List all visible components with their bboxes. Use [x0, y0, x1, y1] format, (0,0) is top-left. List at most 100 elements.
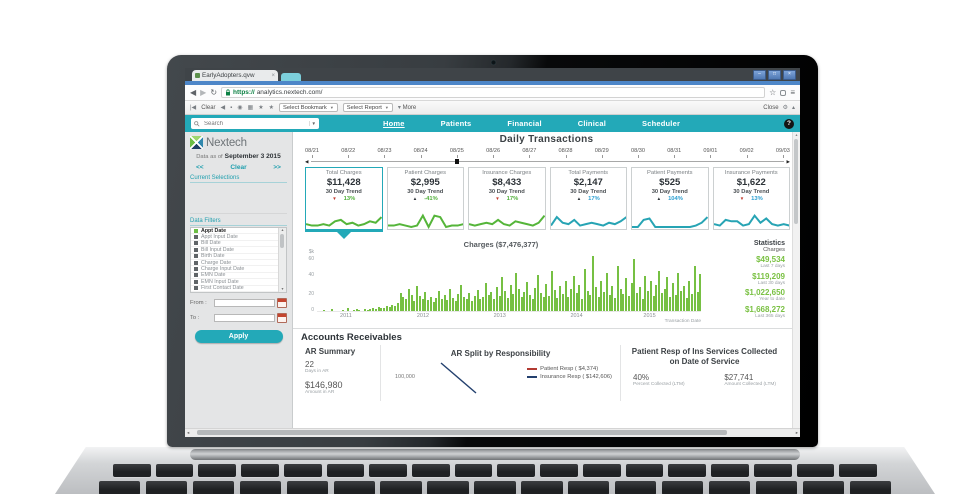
scroll-right-icon[interactable]: ▸ — [795, 430, 798, 435]
window-maximize-button[interactable]: □ — [768, 70, 781, 80]
gear-icon[interactable]: ⚙ — [782, 104, 788, 111]
date-tick[interactable]: 08/24 — [414, 148, 428, 158]
date-tick[interactable]: 09/03 — [776, 148, 790, 158]
collapse-toolbar-icon[interactable]: ▴ — [791, 104, 795, 111]
filter-row[interactable]: Birth Date — [191, 253, 286, 260]
kpi-card-insurance-charges[interactable]: Insurance Charges $8,433 30 Day Trend ▼ 17% — [468, 167, 546, 230]
data-as-of-label: Data as of — [196, 154, 223, 160]
filter-row[interactable]: Appt Date — [191, 228, 286, 235]
filter-row[interactable]: First Contact Date — [191, 285, 286, 292]
pager-prev-button[interactable]: << — [196, 164, 204, 171]
browser-menu-icon[interactable]: ≡ — [790, 87, 795, 97]
step-back-icon[interactable]: |◀ — [190, 104, 197, 111]
slider-right-icon[interactable]: ▶ — [786, 159, 790, 164]
select-report-dropdown[interactable]: Select Report ▼ — [342, 103, 393, 112]
nav-item-patients[interactable]: Patients — [440, 119, 472, 128]
chart-plot-area[interactable]: $k 60 40 20 0 — [308, 249, 702, 313]
date-tick[interactable]: 09/01 — [703, 148, 717, 158]
ar-collected[interactable]: Patient Resp of Ins Services Collected o… — [620, 345, 788, 401]
from-date-input[interactable] — [214, 299, 275, 307]
slider-track[interactable] — [311, 161, 784, 162]
scroll-up-icon[interactable]: ▲ — [794, 133, 799, 137]
calendar-icon[interactable] — [277, 313, 287, 323]
new-tab-button[interactable] — [281, 73, 301, 81]
slider-handle[interactable] — [455, 159, 460, 164]
back-step-icon[interactable]: ◀ — [220, 104, 226, 111]
filter-row[interactable]: EMN Date — [191, 272, 286, 280]
filter-scrollbar[interactable]: ▲ ▼ — [278, 228, 286, 292]
search-input[interactable] — [202, 119, 307, 128]
select-bookmark-dropdown[interactable]: Select Bookmark ▼ — [279, 103, 338, 112]
date-tick[interactable]: 08/31 — [667, 148, 681, 158]
date-tick[interactable]: 08/23 — [377, 148, 391, 158]
browser-forward-icon[interactable]: ▶ — [200, 87, 207, 97]
toolbar-clear-button[interactable]: Clear — [201, 104, 216, 111]
filter-row[interactable]: Charge Input Date — [191, 266, 286, 273]
calendar-icon[interactable] — [277, 298, 287, 308]
date-tick[interactable]: 08/30 — [631, 148, 645, 158]
help-button[interactable]: ? — [784, 118, 794, 129]
scroll-down-icon[interactable]: ▼ — [280, 287, 285, 291]
search-box[interactable]: ▼ — [191, 118, 319, 129]
nav-item-scheduler[interactable]: Scheduler — [642, 119, 681, 128]
browser-tab[interactable]: EarlyAdopters.qvw × — [192, 70, 278, 81]
window-close-button[interactable]: × — [783, 70, 796, 80]
ar-summary[interactable]: AR Summary 22 Days in AR $146,980 Amount… — [301, 345, 381, 401]
slider-left-icon[interactable]: ◀ — [305, 159, 309, 164]
more-menu[interactable]: ▾ More — [398, 105, 416, 111]
scrollbar-thumb[interactable] — [280, 234, 284, 248]
date-tick[interactable]: 08/29 — [595, 148, 609, 158]
nav-item-financial[interactable]: Financial — [507, 119, 542, 128]
kpi-card-total-charges[interactable]: Total Charges $11,428 30 Day Trend ▼ 13% — [305, 167, 383, 232]
filter-row[interactable]: Bill Date — [191, 240, 286, 248]
horizontal-scrollbar[interactable]: ◂ ▸ — [185, 428, 800, 437]
grid-icon[interactable]: ▦ — [247, 104, 254, 111]
extension-icon[interactable] — [780, 89, 787, 96]
search-dropdown-icon[interactable]: ▼ — [308, 121, 316, 126]
scroll-up-icon[interactable]: ▲ — [280, 228, 285, 232]
favorite-icon[interactable]: ★ — [258, 104, 264, 111]
date-tick[interactable]: 08/28 — [559, 148, 573, 158]
ar-split-chart[interactable]: AR Split by Responsibility 100,000 Patie… — [381, 345, 620, 401]
kpi-card-insurance-payments[interactable]: Insurance Payments $1,622 30 Day Trend ▼ 13% — [712, 167, 790, 230]
to-date-input[interactable] — [214, 314, 275, 322]
favorite2-icon[interactable]: ★ — [268, 104, 274, 111]
pager-next-button[interactable]: >> — [273, 164, 281, 171]
filter-row[interactable]: Charge Date — [191, 260, 286, 267]
lock-icon[interactable]: ▪ — [230, 104, 233, 111]
bookmark-star-icon[interactable]: ☆ — [769, 87, 777, 97]
window-minimize-button[interactable]: – — [753, 70, 766, 80]
kpi-card-patient-charges[interactable]: Patient Charges $2,995 30 Day Trend ▲ -41% — [386, 167, 464, 230]
scrollbar-thumb[interactable] — [794, 139, 798, 224]
bar — [649, 281, 652, 311]
browser-back-icon[interactable]: ◀ — [190, 87, 197, 97]
date-tick[interactable]: 08/21 — [305, 148, 319, 158]
close-document-button[interactable]: Close — [763, 104, 779, 111]
browser-reload-icon[interactable]: ↻ — [210, 87, 218, 97]
vertical-scrollbar[interactable]: ▲ — [792, 132, 800, 428]
filter-row[interactable]: Appt Input Date — [191, 234, 286, 241]
nextech-logo: Nextech — [190, 136, 287, 149]
charges-chart[interactable]: Charges ($7,476,377) $k 60 40 20 0 2011 — [301, 240, 702, 325]
scroll-left-icon[interactable]: ◂ — [187, 430, 190, 435]
globe-icon[interactable]: ◉ — [237, 104, 243, 111]
ar-split-y-tick: 100,000 — [395, 374, 415, 380]
kpi-card-total-payments[interactable]: Total Payments $2,147 30 Day Trend ▲ 17% — [549, 167, 627, 230]
scrollbar-thumb[interactable] — [197, 430, 727, 435]
address-bar[interactable]: https:// analytics.nextech.com/ — [221, 87, 766, 98]
bar — [638, 287, 641, 311]
filter-row[interactable]: Bill Input Date — [191, 247, 286, 254]
nav-item-clinical[interactable]: Clinical — [577, 119, 607, 128]
date-tick[interactable]: 08/26 — [486, 148, 500, 158]
date-tick[interactable]: 08/22 — [341, 148, 355, 158]
date-tick[interactable]: 08/27 — [522, 148, 536, 158]
date-tick[interactable]: 08/25 — [450, 148, 464, 158]
date-tick[interactable]: 09/02 — [740, 148, 754, 158]
filter-row[interactable]: EMN Input Date — [191, 279, 286, 286]
apply-button[interactable]: Apply — [194, 330, 283, 343]
tab-close-icon[interactable]: × — [271, 72, 275, 79]
nav-item-home[interactable]: Home — [383, 119, 405, 128]
date-range-slider[interactable]: ◀ ▶ — [305, 158, 790, 165]
pager-clear-button[interactable]: Clear — [230, 164, 247, 171]
kpi-card-patient-payments[interactable]: Patient Payments $525 30 Day Trend ▲ 104% — [631, 167, 709, 230]
